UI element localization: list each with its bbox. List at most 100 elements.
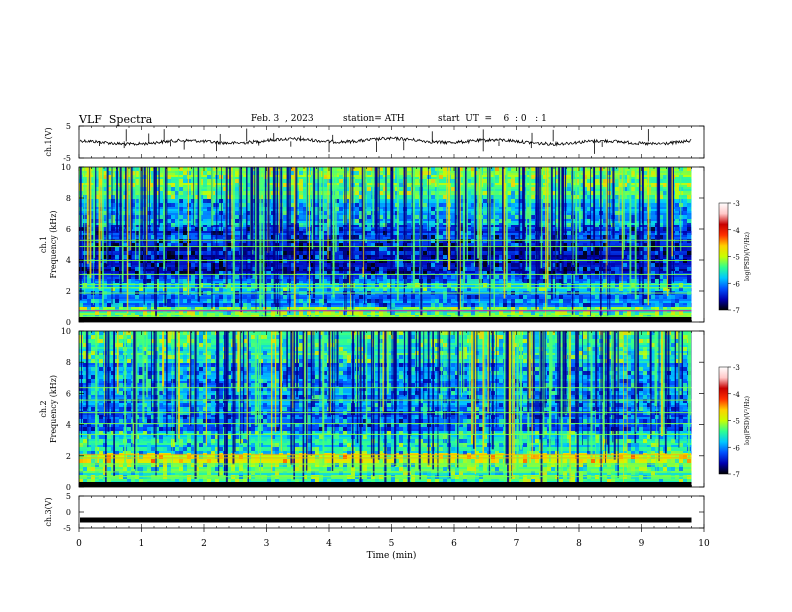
spectral-cell	[611, 295, 615, 299]
spectral-cell	[527, 287, 531, 291]
spectral-cell	[87, 447, 91, 451]
spectral-cell	[143, 287, 147, 291]
spectral-cell	[207, 443, 211, 447]
spectral-cell	[147, 195, 151, 199]
spectral-cell	[631, 239, 635, 243]
spectral-cell	[587, 271, 591, 275]
spectral-cell	[183, 271, 187, 275]
sferic-streak	[330, 167, 332, 285]
spectral-cell	[279, 311, 283, 315]
spectral-cell	[327, 243, 331, 247]
spectral-cell	[127, 287, 131, 291]
spectral-cell	[543, 271, 547, 275]
spectral-cell	[159, 459, 163, 463]
spectral-cell	[171, 379, 175, 383]
spectral-cell	[155, 363, 159, 367]
spectral-cell	[299, 231, 303, 235]
spectral-cell	[367, 199, 371, 203]
spectral-cell	[227, 195, 231, 199]
spectral-cell	[543, 187, 547, 191]
spectral-cell	[199, 387, 203, 391]
sferic-streak	[428, 167, 429, 269]
spectral-cell	[475, 207, 479, 211]
spectral-cell	[207, 171, 211, 175]
spectral-cell	[103, 223, 107, 227]
spectral-cell	[323, 307, 327, 311]
spectral-cell	[519, 299, 523, 303]
spectral-cell	[99, 295, 103, 299]
spectral-cell	[383, 219, 387, 223]
spectral-cell	[519, 311, 523, 315]
spectral-cell	[595, 199, 599, 203]
spectral-cell	[587, 179, 591, 183]
spectral-cell	[243, 251, 247, 255]
spectral-cell	[495, 275, 499, 279]
spectral-cell	[387, 239, 391, 243]
spectral-cell	[551, 287, 555, 291]
spectral-cell	[367, 299, 371, 303]
spectral-cell	[111, 183, 115, 187]
spectral-cell	[199, 311, 203, 315]
spectral-cell	[547, 179, 551, 183]
spectral-cell	[167, 331, 171, 335]
spectral-cell	[407, 239, 411, 243]
spectral-cell	[303, 311, 307, 315]
spectral-cell	[91, 231, 95, 235]
spectral-cell	[591, 207, 595, 211]
spectral-cell	[235, 375, 239, 379]
spectral-cell	[243, 223, 247, 227]
spectral-cell	[431, 311, 435, 315]
spectral-cell	[115, 431, 119, 435]
spectral-cell	[195, 171, 199, 175]
spectral-cell	[611, 275, 615, 279]
spectral-cell	[107, 195, 111, 199]
spectral-cell	[87, 459, 91, 463]
ch1-trace	[79, 136, 692, 147]
spectral-cell	[91, 219, 95, 223]
spectral-cell	[171, 351, 175, 355]
spectral-cell	[247, 175, 251, 179]
spectral-cell	[83, 407, 87, 411]
spectral-cell	[203, 399, 207, 403]
spectral-cell	[151, 183, 155, 187]
spectral-cell	[167, 279, 171, 283]
spectral-cell	[511, 183, 515, 187]
spectral-cell	[255, 355, 259, 359]
spectral-cell	[167, 223, 171, 227]
spectral-cell	[531, 175, 535, 179]
spectral-cell	[155, 215, 159, 219]
spectral-cell	[575, 299, 579, 303]
spectral-cell	[359, 175, 363, 179]
spectral-cell	[531, 303, 535, 307]
spectral-cell	[187, 395, 191, 399]
spectral-cell	[179, 271, 183, 275]
spectral-cell	[327, 271, 331, 275]
spectral-cell	[367, 251, 371, 255]
sferic-streak	[540, 167, 542, 237]
spectral-cell	[211, 227, 215, 231]
spectral-cell	[583, 267, 587, 271]
spectral-cell	[127, 395, 131, 399]
spectral-cell	[651, 171, 655, 175]
spectral-cell	[483, 263, 487, 267]
spectral-cell	[91, 435, 95, 439]
spectral-cell	[243, 355, 247, 359]
spectral-cell	[191, 451, 195, 455]
spectral-cell	[323, 287, 327, 291]
spectral-cell	[171, 355, 175, 359]
sferic-streak	[446, 167, 448, 240]
spectral-cell	[199, 415, 203, 419]
spectral-cell	[635, 231, 639, 235]
spectral-cell	[167, 419, 171, 423]
spectral-cell	[79, 391, 83, 395]
spectral-cell	[619, 183, 623, 187]
spectral-cell	[355, 219, 359, 223]
spectral-cell	[383, 183, 387, 187]
spectral-cell	[543, 199, 547, 203]
freq-band	[79, 257, 692, 260]
spectral-cell	[99, 263, 103, 267]
spectral-cell	[203, 463, 207, 467]
spectral-cell	[271, 287, 275, 291]
spectral-cell	[195, 223, 199, 227]
spectral-cell	[291, 295, 295, 299]
